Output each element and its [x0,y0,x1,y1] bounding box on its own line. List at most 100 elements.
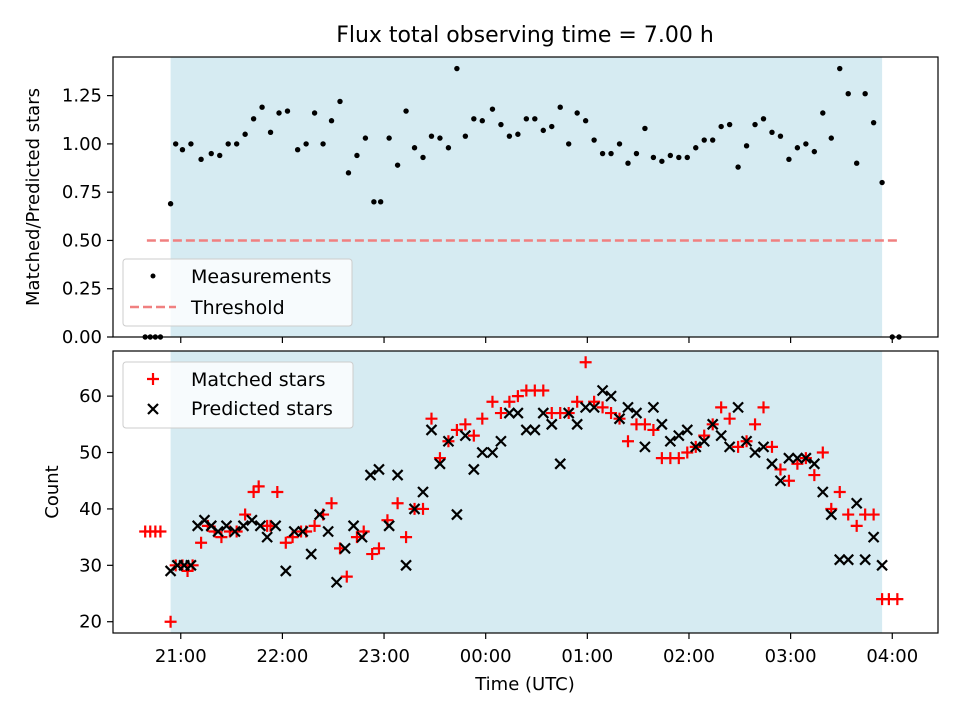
measurements-point [250,116,257,122]
matched-stars-point [681,446,694,459]
matched-stars-point [230,525,243,538]
x-tick-label: 23:00 [358,646,410,667]
measurements-point [811,148,818,155]
matched-stars-point [765,440,778,453]
measurements-point [667,152,674,159]
matched-stars-point [154,525,167,538]
predicted-stars-point [237,520,250,532]
matched-stars-point [503,395,516,408]
predicted-stars-point [766,458,778,470]
measurements-point [633,150,640,157]
measurements-legend-marker [150,273,156,279]
matched-stars-point [816,446,829,459]
measurements-point [693,145,699,151]
predicted-stars-point [605,390,617,402]
matched-stars-point [215,531,228,544]
measurements-point [454,65,460,72]
predicted-stars-point [817,486,829,498]
predicted-stars-point [723,441,736,453]
predicted-stars-point [339,542,351,555]
measurements-point [659,158,665,164]
measurements-point [479,118,486,124]
measurements-point [345,170,352,176]
measurements-point [362,135,369,141]
measurements-point [709,137,716,143]
measurements-point [428,133,435,139]
measurements-point [794,145,801,151]
y-tick-label: 20 [79,612,102,633]
measurements-point [403,108,409,114]
matched-stars-point [605,407,618,420]
measurements-point [198,156,204,163]
measurements-point [167,201,174,207]
matched-stars-point [588,395,601,408]
predicted-stars-point [876,559,888,572]
predicted-stars-point [571,418,583,431]
measurements-point [217,152,223,159]
measurements-point [752,121,758,128]
measurements-point [574,110,580,116]
matched-stars-point [511,390,524,403]
predicted-stars-point [425,424,438,436]
matched-stars-legend-marker [147,373,159,385]
predicted-stars-point [347,520,360,532]
measurements-point [870,119,877,126]
matched-stars-point [308,519,321,532]
predicted-stars-point [356,531,368,543]
measurements-point [616,141,623,147]
measurements-point [532,116,538,122]
measurements-point [377,199,384,205]
measurements-point [225,141,231,147]
predicted-stars-point [495,435,507,448]
matched-stars-point [476,412,489,425]
measurements-point [371,199,377,205]
measurements-point [523,116,530,122]
matched-stars-legend-label: Matched stars [191,369,325,391]
x-tick-label: 21:00 [155,646,207,667]
measurements-point [506,133,513,139]
measurements-point [540,127,546,134]
measurements-point [582,118,589,124]
bottom-legend: Matched stars Predicted stars [122,361,354,429]
predicted-stars-point [656,418,668,431]
predicted-stars-point [476,446,489,459]
measurements-point [303,141,309,147]
y-tick-label: 60 [79,386,102,407]
x-tick-label: 03:00 [765,646,817,667]
measurements-point [769,129,775,136]
predicted-stars-point [664,435,677,448]
matched-stars-point [842,508,855,521]
measurements-point [471,116,477,122]
matched-stars-point [425,412,438,425]
x-tick-label: 22:00 [256,646,308,667]
predicted-stars-point [791,452,804,464]
top-panel: Flux total observing time = 7.00 h Measu… [23,23,939,348]
measurements-point [498,121,504,128]
matched-stars-point [467,429,480,442]
predicted-stars-point [220,520,233,532]
measurements-point [760,116,767,122]
measurements-point [828,135,834,141]
predicted-stars-point [373,463,385,476]
matched-stars-point [252,480,265,493]
measurements-point [650,154,657,161]
x-tick-label: 02:00 [663,646,715,667]
bottom-panel-xlabel: Time (UTC) [474,674,575,695]
predicted-stars-point [579,401,592,414]
matched-stars-point [486,395,499,408]
measurements-point [549,123,555,130]
x-tick-label: 00:00 [460,646,512,667]
threshold-legend-label: Threshold [190,297,285,319]
x-tick-label: 01:00 [561,646,613,667]
predicted-stars-point [296,525,309,538]
predicted-stars-point [503,407,516,419]
measurements-point [777,133,784,139]
measurements-legend-label: Measurements [191,266,331,288]
measurements-point [420,154,426,161]
predicted-stars-point [732,401,744,414]
measurements-point [684,154,690,161]
measurements-point [188,141,194,147]
measurements-point [515,131,521,137]
measurements-point [557,104,563,110]
